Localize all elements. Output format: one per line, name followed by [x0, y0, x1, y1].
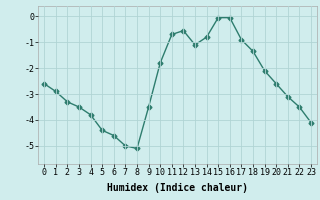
X-axis label: Humidex (Indice chaleur): Humidex (Indice chaleur): [107, 183, 248, 193]
